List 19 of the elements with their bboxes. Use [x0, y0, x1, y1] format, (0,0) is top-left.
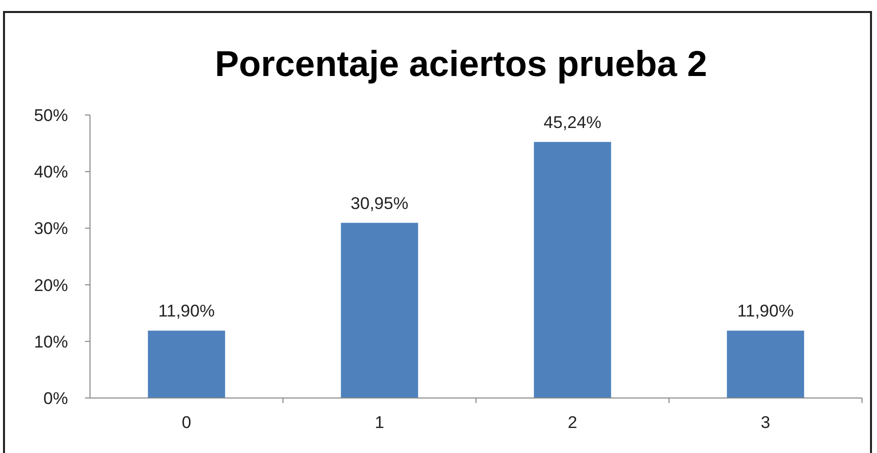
bar — [726, 330, 804, 398]
bar — [534, 142, 612, 398]
data-label: 11,90% — [737, 302, 794, 321]
x-tick-label: 1 — [374, 413, 384, 432]
y-tick-label: 10% — [34, 332, 68, 352]
x-tick-label: 3 — [760, 413, 770, 432]
bar — [148, 330, 226, 398]
x-tick-label: 2 — [568, 413, 578, 432]
x-tick-label: 0 — [182, 413, 192, 432]
y-tick-label: 20% — [34, 276, 68, 295]
chart-title: Porcentaje aciertos prueba 2 — [214, 43, 708, 84]
data-label: 30,95% — [350, 194, 408, 213]
y-tick-label: 30% — [34, 219, 68, 238]
y-tick-label: 40% — [34, 162, 68, 182]
bar — [340, 222, 418, 398]
y-tick-label: 0% — [43, 388, 68, 408]
y-tick-label: 50% — [34, 106, 68, 125]
data-label: 45,24% — [544, 112, 602, 132]
data-label: 11,90% — [158, 302, 215, 321]
